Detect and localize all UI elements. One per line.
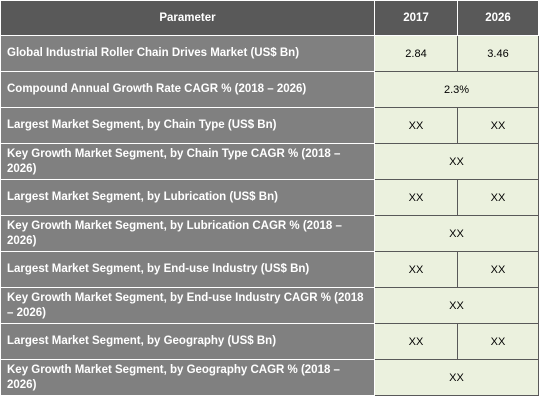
header-row: Parameter 2017 2026 xyxy=(0,0,539,36)
value-2017: 2.84 xyxy=(374,35,458,72)
merged-value: XX xyxy=(374,143,539,180)
table-row: Largest Market Segment, by Geography (US… xyxy=(0,323,539,360)
table-row: Key Growth Market Segment, by Geography … xyxy=(0,359,539,396)
row-label: Key Growth Market Segment, by Lubricatio… xyxy=(0,215,375,252)
row-label: Largest Market Segment, by Lubrication (… xyxy=(0,179,375,216)
row-label: Largest Market Segment, by Geography (US… xyxy=(0,323,375,360)
value-2017: XX xyxy=(374,323,458,360)
value-2026: XX xyxy=(457,107,539,144)
value-2017: XX xyxy=(374,107,458,144)
row-label: Global Industrial Roller Chain Drives Ma… xyxy=(0,35,375,72)
row-label: Key Growth Market Segment, by Chain Type… xyxy=(0,143,375,180)
year-2017-header: 2017 xyxy=(374,0,458,36)
table-row: Key Growth Market Segment, by Lubricatio… xyxy=(0,215,539,252)
merged-value: XX xyxy=(374,287,539,324)
table-row: Largest Market Segment, by Lubrication (… xyxy=(0,179,539,216)
table-row: Compound Annual Growth Rate CAGR % (2018… xyxy=(0,71,539,108)
row-label: Key Growth Market Segment, by End-use In… xyxy=(0,287,375,324)
row-label: Compound Annual Growth Rate CAGR % (2018… xyxy=(0,71,375,108)
parameter-header: Parameter xyxy=(0,0,375,36)
value-2026: XX xyxy=(457,251,539,288)
table-row: Key Growth Market Segment, by End-use In… xyxy=(0,287,539,324)
table-row: Key Growth Market Segment, by Chain Type… xyxy=(0,143,539,180)
table-row: Global Industrial Roller Chain Drives Ma… xyxy=(0,35,539,72)
merged-value: XX xyxy=(374,359,539,396)
row-label: Key Growth Market Segment, by Geography … xyxy=(0,359,375,396)
merged-value: 2.3% xyxy=(374,71,539,108)
year-2026-header: 2026 xyxy=(457,0,539,36)
value-2017: XX xyxy=(374,179,458,216)
row-label: Largest Market Segment, by End-use Indus… xyxy=(0,251,375,288)
value-2026: XX xyxy=(457,323,539,360)
value-2026: 3.46 xyxy=(457,35,539,72)
table-row: Largest Market Segment, by Chain Type (U… xyxy=(0,107,539,144)
row-label: Largest Market Segment, by Chain Type (U… xyxy=(0,107,375,144)
value-2017: XX xyxy=(374,251,458,288)
merged-value: XX xyxy=(374,215,539,252)
table-row: Largest Market Segment, by End-use Indus… xyxy=(0,251,539,288)
value-2026: XX xyxy=(457,179,539,216)
